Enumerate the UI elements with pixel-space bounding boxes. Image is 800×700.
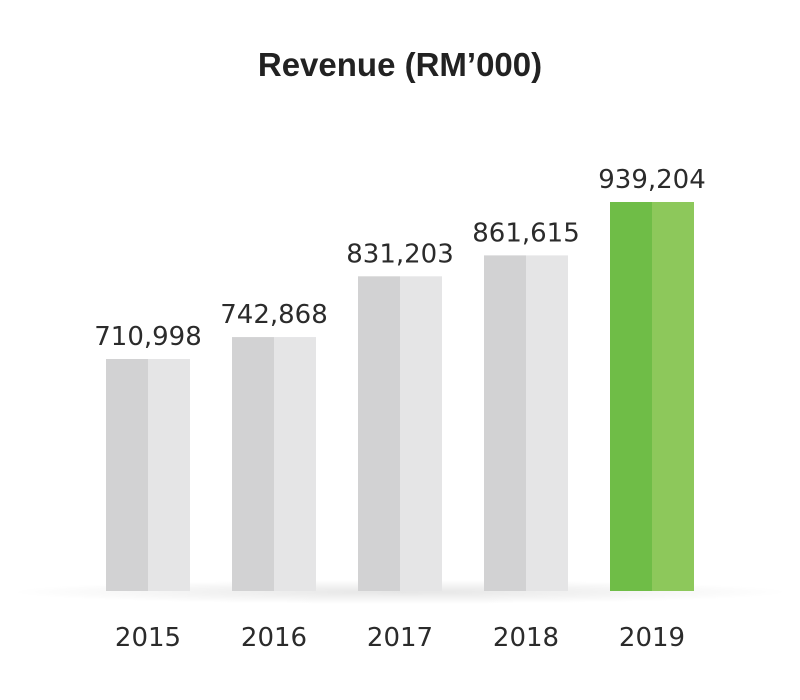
bar-right-face <box>274 337 316 591</box>
x-tick-label: 2017 <box>367 623 433 653</box>
bars-layer <box>106 202 694 592</box>
bar-left-face <box>610 202 652 591</box>
data-label: 861,615 <box>472 218 580 248</box>
value-labels-layer: 710,998 742,868 831,203 861,615 939,204 <box>94 165 706 352</box>
bar-right-face <box>526 255 568 592</box>
data-label: 939,204 <box>598 165 706 195</box>
bar <box>358 276 442 591</box>
bar-right-face <box>148 359 190 591</box>
bar <box>106 359 190 591</box>
data-label: 831,203 <box>346 239 454 269</box>
bar-left-face <box>358 276 400 591</box>
x-tick-label: 2015 <box>115 623 181 653</box>
x-tick-label: 2016 <box>241 623 307 653</box>
x-axis-ticks: 2015 2016 2017 2018 2019 <box>115 623 685 653</box>
chart-title: Revenue (RM’000) <box>257 46 543 83</box>
bar <box>232 337 316 591</box>
bar-right-face <box>400 276 442 591</box>
floor-shadow <box>10 580 790 604</box>
bar-left-face <box>232 337 274 591</box>
bar <box>610 202 694 591</box>
bar-left-face <box>484 255 526 592</box>
bar-right-face <box>652 202 694 591</box>
data-label: 710,998 <box>94 322 202 352</box>
data-label: 742,868 <box>220 300 328 330</box>
x-tick-label: 2018 <box>493 623 559 653</box>
bar-left-face <box>106 359 148 591</box>
x-tick-label: 2019 <box>619 623 685 653</box>
bar <box>484 255 568 592</box>
